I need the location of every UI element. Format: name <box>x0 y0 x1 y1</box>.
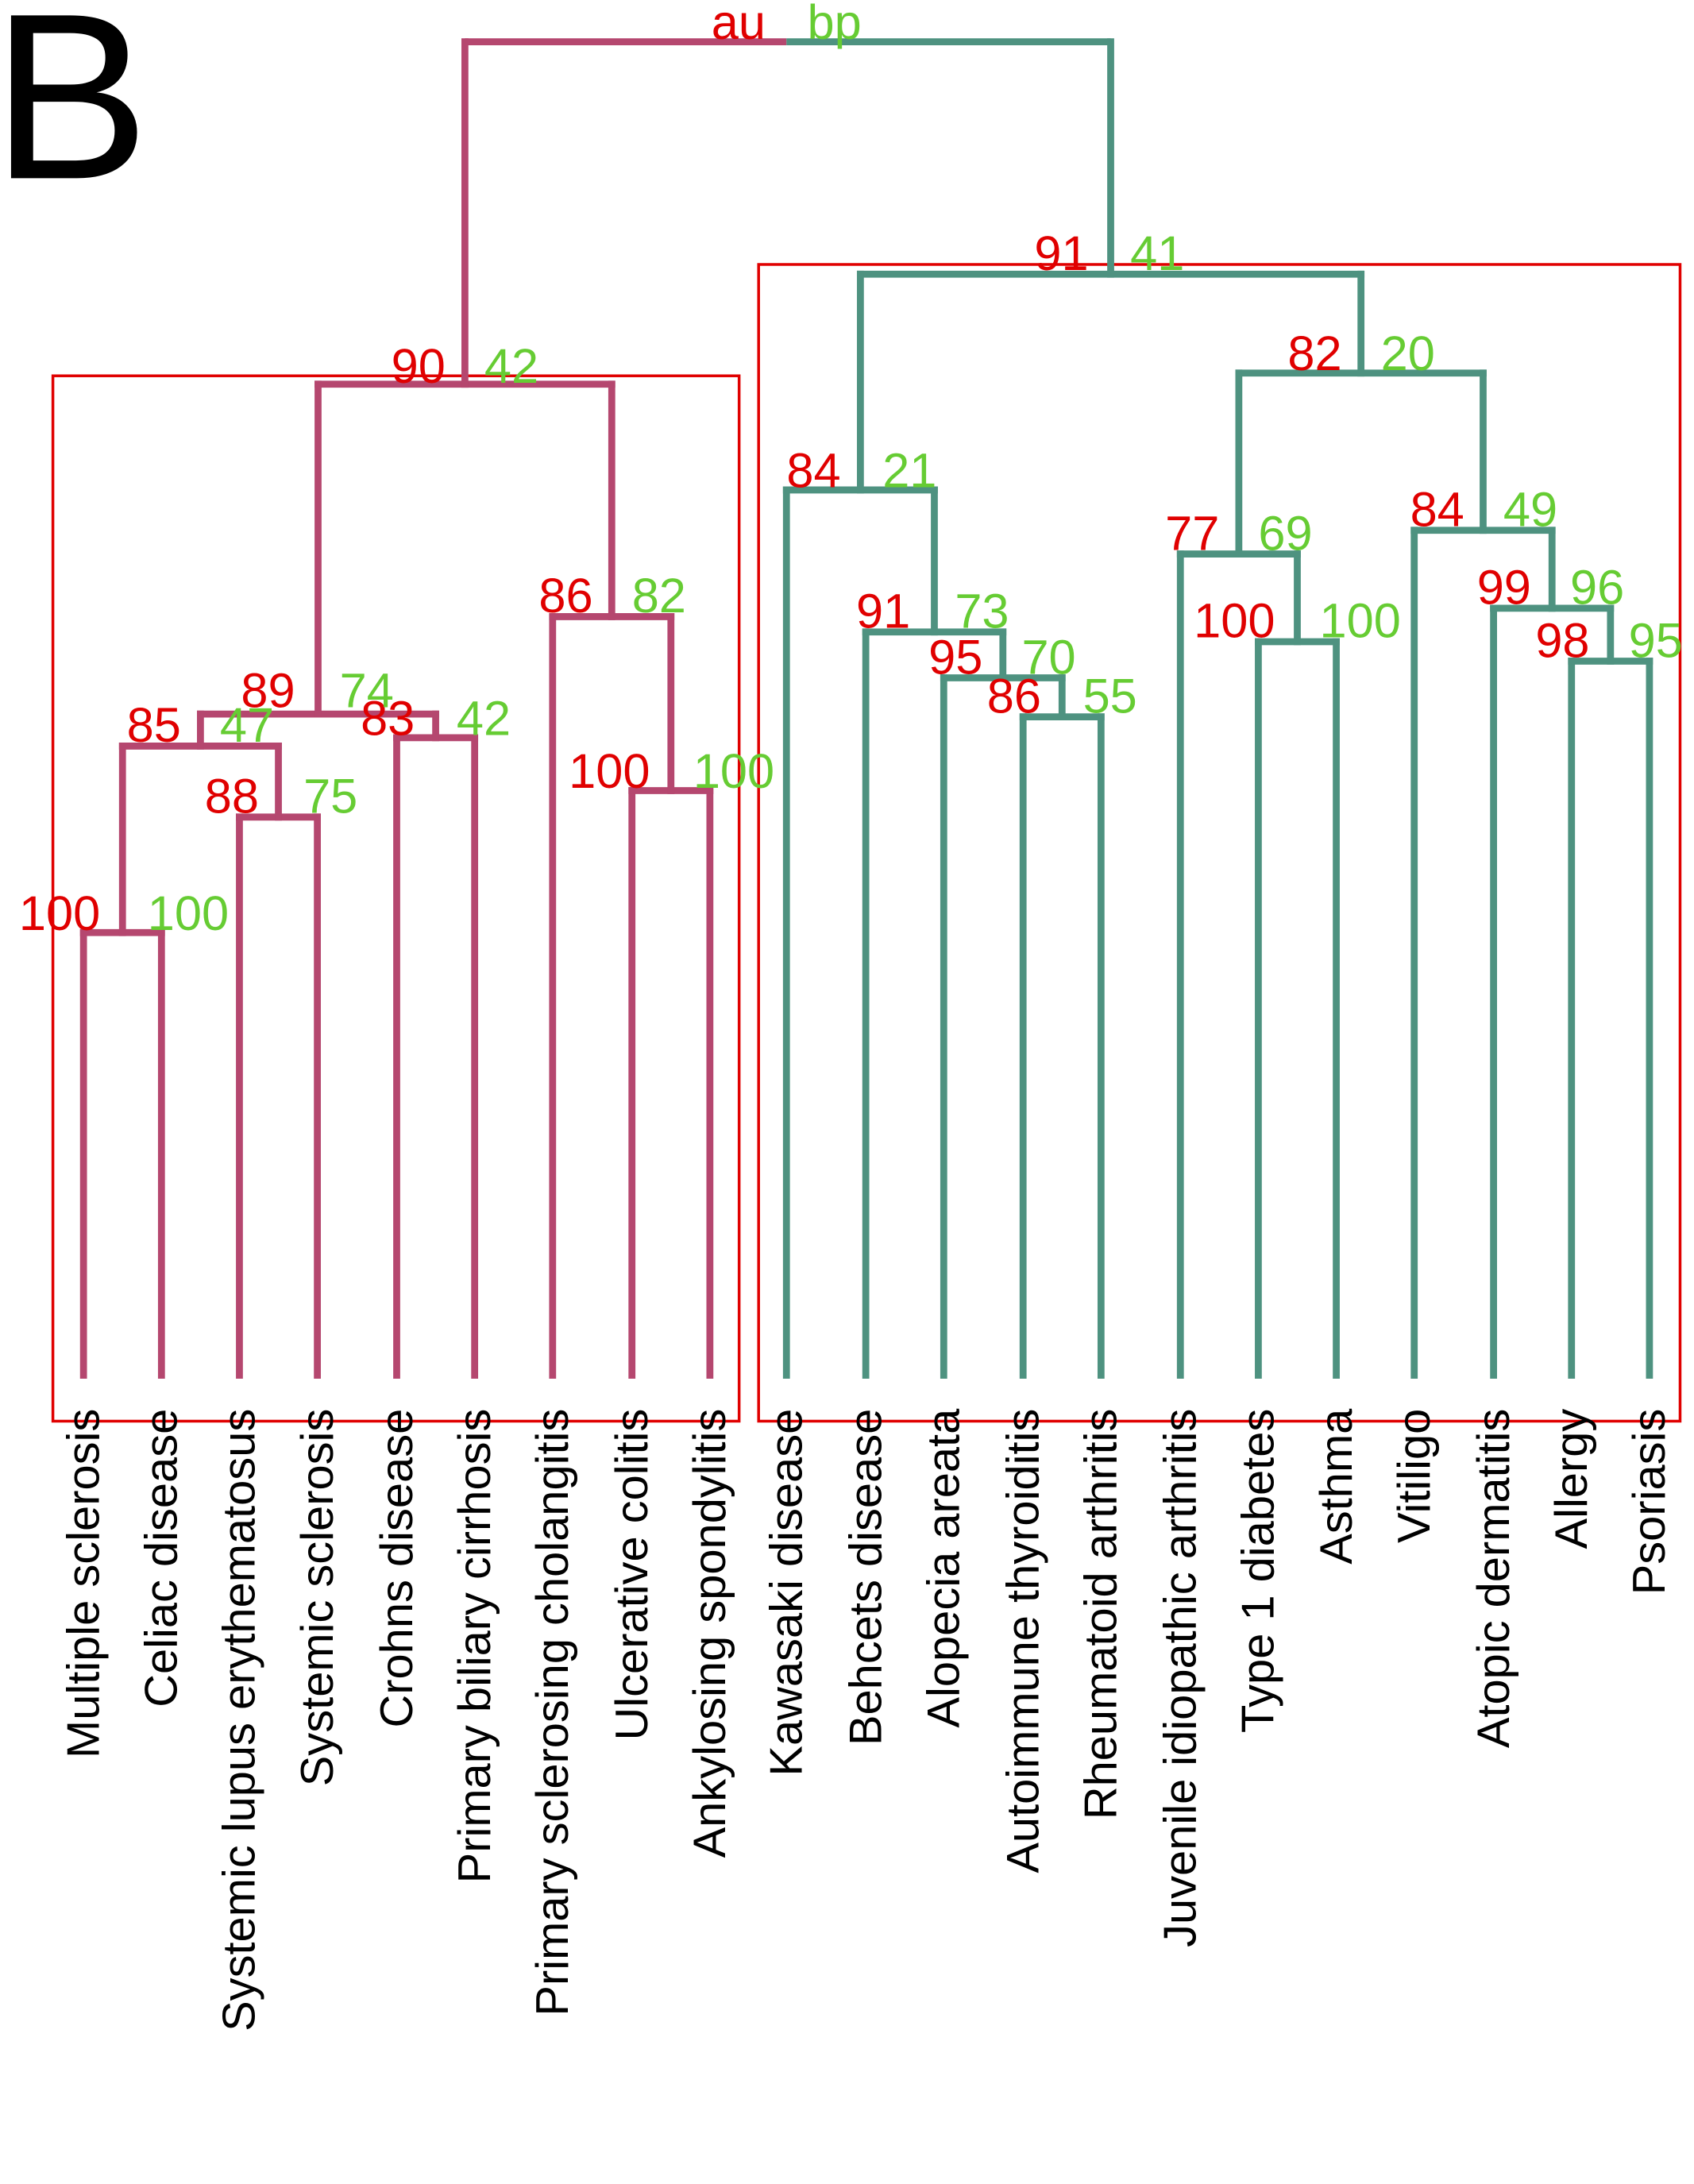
bp-value-n6: 100 <box>693 743 774 798</box>
bp-value-n11: 73 <box>955 583 1009 638</box>
leaf-label: Psoriasis <box>1624 1409 1675 1596</box>
leaf-label: Celiac disease <box>137 1409 187 1707</box>
au-value-n15: 98 <box>1535 612 1589 667</box>
leaf-label: Autoimmune thyroiditis <box>997 1409 1048 1873</box>
leaf-label: Allergy <box>1546 1409 1597 1549</box>
leaf-label: Crohns disease <box>372 1409 423 1728</box>
au-value-n18: 82 <box>1287 326 1341 380</box>
leaf-label: Atopic dermatitis <box>1468 1409 1519 1748</box>
leaf-label: Alopecia areata <box>919 1408 970 1728</box>
bp-value-n7: 82 <box>632 568 686 623</box>
au-value-n13: 100 <box>1194 593 1275 648</box>
au-value-n19: 91 <box>1034 226 1088 280</box>
cluster-box-left <box>51 374 741 1423</box>
leaf-label: Primary sclerosing cholangitis <box>527 1409 578 2016</box>
au-value-n4: 83 <box>361 690 415 745</box>
au-value-n17: 84 <box>1410 482 1464 537</box>
bp-value-n15: 95 <box>1629 612 1683 667</box>
bp-value-n9: 55 <box>1083 668 1137 723</box>
leaf-label: Ulcerative colitis <box>607 1409 658 1741</box>
leaf-label: Primary biliary cirrhosis <box>450 1409 500 1884</box>
bp-value-n4: 42 <box>457 690 511 745</box>
cluster-box-right <box>757 263 1682 1423</box>
au-value-n1: 100 <box>19 886 100 940</box>
bp-value-n8: 42 <box>484 338 538 393</box>
leaf-label: Rheumatoid arthritis <box>1076 1409 1127 1819</box>
leaf-label: Systemic sclerosis <box>292 1409 343 1787</box>
bp-value-n19: 41 <box>1130 226 1184 280</box>
bp-value-n2: 75 <box>303 769 357 824</box>
bp-value-n13: 100 <box>1320 593 1401 648</box>
leaf-label: Kawasaki disease <box>762 1409 812 1777</box>
bp-value-n1: 100 <box>148 886 229 940</box>
leaf-label: Multiple sclerosis <box>58 1409 109 1758</box>
au-value-n12: 84 <box>786 442 840 497</box>
au-header-label: au <box>712 0 766 49</box>
panel-letter: B <box>0 0 149 229</box>
bp-value-n17: 49 <box>1503 482 1557 537</box>
au-value-n11: 91 <box>856 583 910 638</box>
leaf-label: Juvenile idiopathic arthritis <box>1156 1409 1206 1947</box>
au-value-n7: 86 <box>538 568 592 623</box>
au-value-n2: 88 <box>205 769 259 824</box>
bp-value-n5: 74 <box>340 662 394 717</box>
bp-value-n18: 20 <box>1381 326 1435 380</box>
leaf-label: Type 1 diabetes <box>1233 1409 1284 1733</box>
bp-value-n10: 70 <box>1021 629 1075 684</box>
leaf-label: Behcets disease <box>840 1409 891 1746</box>
leaf-label: Asthma <box>1311 1408 1362 1565</box>
au-value-n14: 77 <box>1165 505 1219 560</box>
au-value-n16: 99 <box>1477 560 1531 615</box>
bp-value-n12: 21 <box>882 442 936 497</box>
au-value-n3: 85 <box>127 697 181 752</box>
leaf-label: Vitiligo <box>1389 1409 1440 1543</box>
bp-value-n16: 96 <box>1570 560 1624 615</box>
leaf-label: Systemic lupus erythematosus <box>214 1409 265 2032</box>
au-value-n5: 89 <box>241 662 295 717</box>
au-value-n6: 100 <box>569 743 650 798</box>
au-value-n10: 95 <box>928 629 982 684</box>
au-value-n9: 86 <box>987 668 1041 723</box>
bp-value-n14: 69 <box>1258 505 1312 560</box>
bp-value-n3: 47 <box>220 697 274 752</box>
bp-header-label: bp <box>808 0 862 49</box>
leaf-label: Ankylosing spondylitis <box>685 1409 735 1858</box>
au-value-n8: 90 <box>392 338 446 393</box>
